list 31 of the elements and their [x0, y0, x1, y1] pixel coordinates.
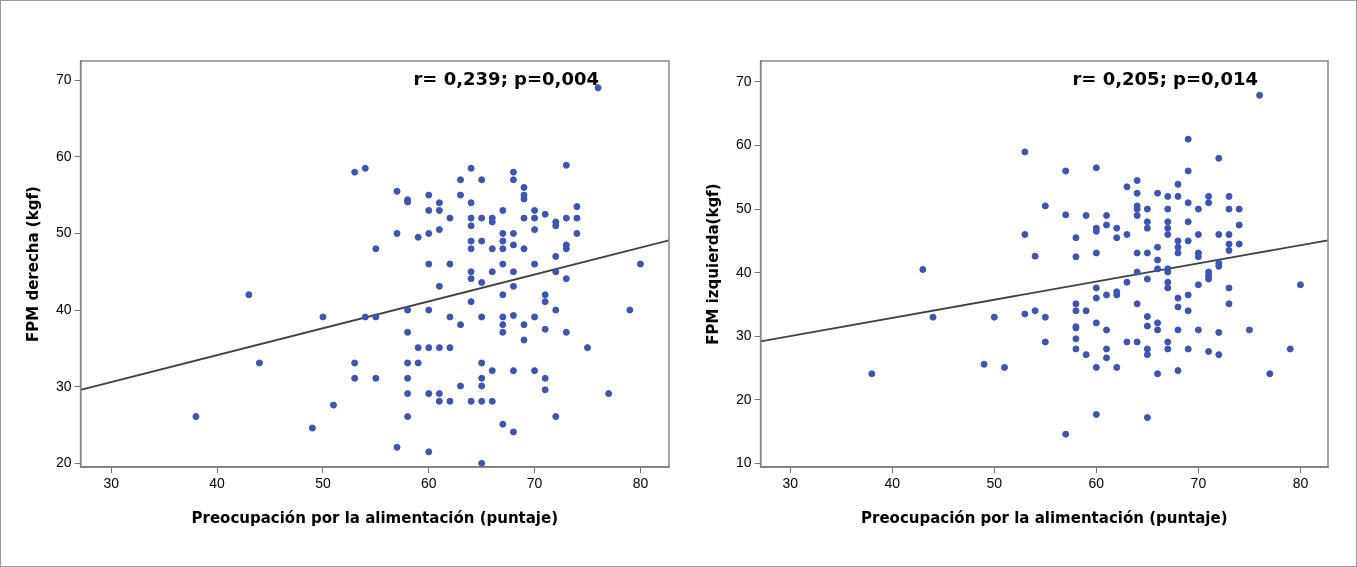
y-tick-label: 20 — [55, 454, 72, 471]
x-axis-title: Preocupación por la alimentación (puntaje) — [861, 508, 1228, 527]
y-tick-label: 10 — [735, 454, 752, 471]
x-tick-label: 80 — [1292, 475, 1309, 492]
annotation: r= 0,239; p=0,004 — [413, 67, 599, 89]
x-tick-label: 70 — [1190, 475, 1207, 492]
x-tick-label: 80 — [632, 475, 649, 492]
annotation: r= 0,205; p=0,014 — [1072, 67, 1258, 89]
y-tick-label: 60 — [735, 136, 752, 153]
y-tick-label: 30 — [735, 327, 752, 344]
y-tick-label: 70 — [735, 72, 752, 89]
y-tick-label: 40 — [735, 263, 752, 280]
y-axis-title: FPM derecha (kgf) — [23, 186, 42, 342]
x-tick-label: 40 — [209, 475, 226, 492]
x-tick-label: 50 — [315, 475, 331, 492]
x-tick-label: 30 — [782, 475, 799, 492]
y-axis-title: FPM izquierda(kgf) — [703, 183, 722, 345]
y-tick-label: 50 — [55, 224, 72, 241]
x-tick-label: 60 — [1088, 475, 1105, 492]
x-tick-label: 30 — [103, 475, 120, 492]
x-tick-label: 40 — [884, 475, 901, 492]
y-tick-label: 40 — [55, 300, 72, 317]
x-tick-label: 60 — [420, 475, 437, 492]
y-tick-label: 70 — [55, 71, 72, 88]
y-tick-label: 20 — [735, 390, 752, 407]
y-tick-label: 60 — [55, 147, 72, 164]
x-axis-title: Preocupación por la alimentación (puntaje) — [191, 508, 559, 527]
y-tick-label: 50 — [735, 199, 752, 216]
x-tick-label: 50 — [986, 475, 1003, 492]
x-tick-label: 70 — [526, 475, 543, 492]
y-tick-label: 30 — [55, 377, 72, 394]
